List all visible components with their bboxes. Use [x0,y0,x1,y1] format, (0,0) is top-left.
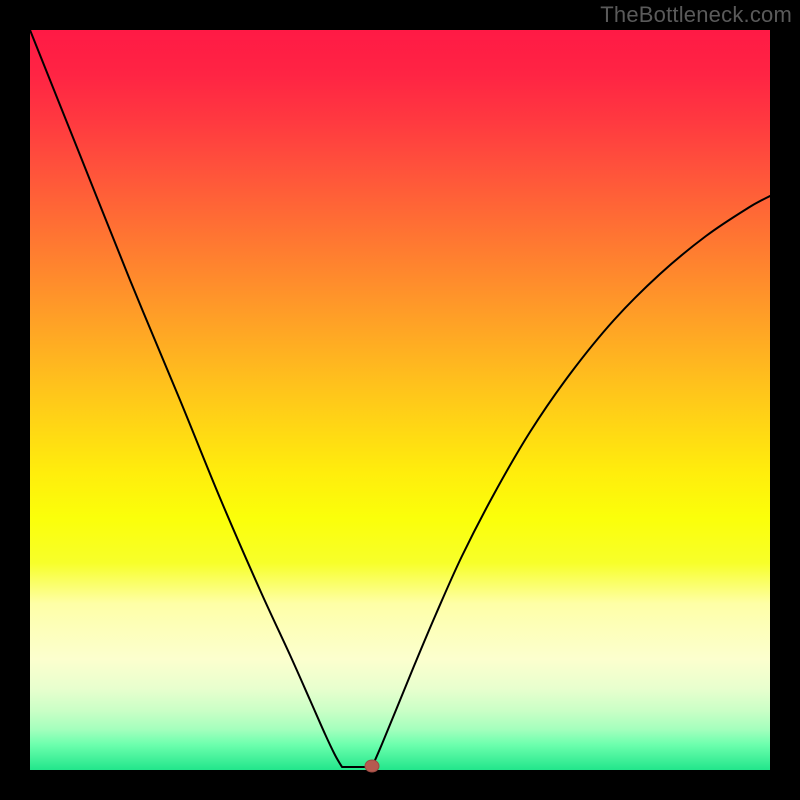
bottleneck-chart [0,0,800,800]
plot-background [30,30,770,770]
optimal-point-marker [365,760,379,772]
watermark-text: TheBottleneck.com [600,2,792,28]
chart-container: TheBottleneck.com [0,0,800,800]
